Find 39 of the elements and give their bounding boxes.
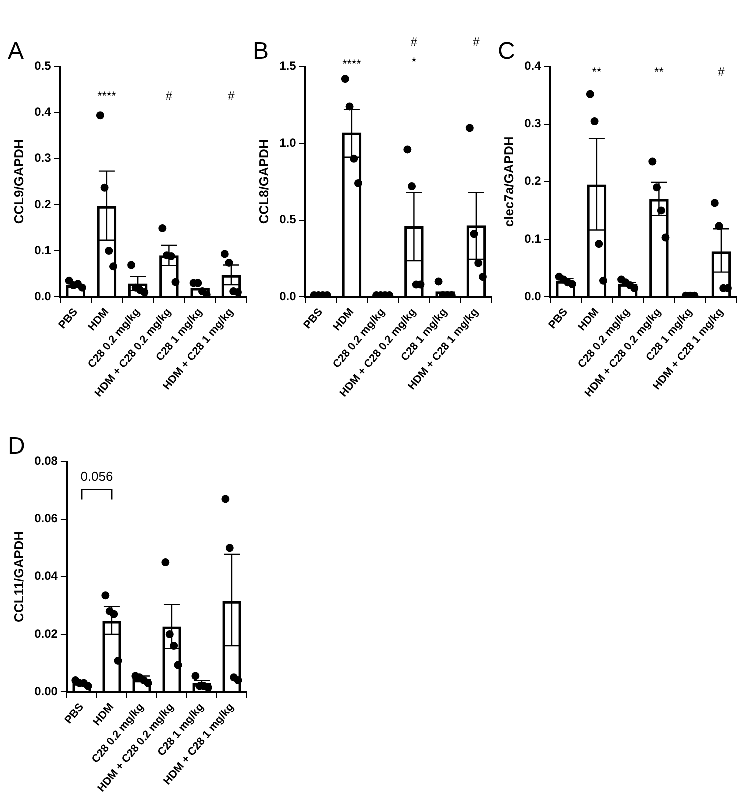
annotation: # bbox=[166, 89, 173, 104]
annotation: # bbox=[718, 65, 726, 80]
y-tick-label: 0.2 bbox=[524, 174, 542, 188]
y-tick-label: 0.1 bbox=[34, 243, 52, 258]
y-tick-label: 0.5 bbox=[34, 59, 52, 74]
annotation: 0.056 bbox=[80, 468, 114, 484]
y-tick-label: 0.2 bbox=[34, 197, 52, 212]
y-tick-label: 0.3 bbox=[524, 116, 542, 131]
y-tick-label: 0.4 bbox=[34, 105, 52, 120]
chart-title: C bbox=[498, 38, 516, 66]
annotation: * bbox=[412, 55, 417, 70]
y-tick-label: 0.3 bbox=[34, 151, 52, 166]
annotation: **** bbox=[98, 89, 117, 104]
y-axis-title: clec7a/GAPDH bbox=[501, 136, 516, 228]
annotation: **** bbox=[342, 57, 362, 72]
y-axis-title: CCL9/GAPDH bbox=[11, 140, 26, 224]
annotation: ** bbox=[654, 65, 664, 80]
y-axis-title: CCL8/GAPDH bbox=[256, 140, 272, 224]
y-tick-label: 1.0 bbox=[280, 136, 297, 150]
y-tick-label: 1.5 bbox=[280, 59, 297, 74]
y-tick-label: 0.0 bbox=[34, 289, 52, 304]
chart-title: D bbox=[8, 433, 26, 460]
annotation: ** bbox=[592, 65, 602, 80]
y-tick-label: 0.06 bbox=[34, 512, 58, 526]
y-tick-label: 0.02 bbox=[34, 626, 58, 641]
y-axis-title: CCL11/GAPDH bbox=[11, 531, 26, 622]
y-tick-label: 0.0 bbox=[280, 289, 297, 304]
text: # bbox=[410, 35, 418, 50]
chart-title: B bbox=[253, 38, 270, 66]
y-tick-label: 0.04 bbox=[34, 569, 58, 584]
y-tick-label: 0.0 bbox=[524, 289, 542, 304]
annotation: # bbox=[228, 89, 236, 104]
y-tick-label: 0.5 bbox=[280, 212, 297, 227]
y-tick-label: 0.00 bbox=[34, 684, 58, 698]
text: # bbox=[473, 35, 480, 50]
y-tick-label: 0.4 bbox=[524, 59, 542, 74]
chart-title: A bbox=[8, 38, 24, 66]
y-tick-label: 0.1 bbox=[524, 232, 542, 246]
y-tick-label: 0.08 bbox=[34, 454, 58, 468]
